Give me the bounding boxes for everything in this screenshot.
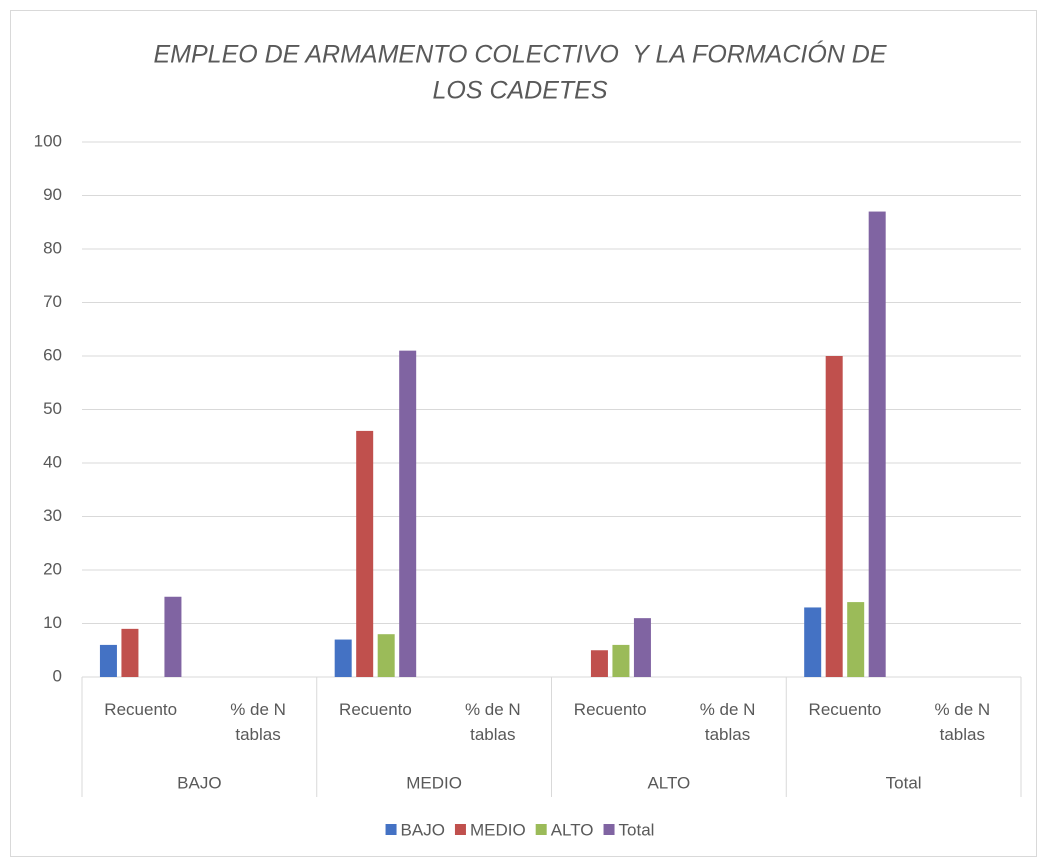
bar [99, 644, 117, 677]
group-label: Total [886, 773, 922, 792]
group-label: ALTO [647, 773, 690, 792]
bar [825, 356, 843, 677]
y-tick-label: 20 [43, 559, 62, 578]
y-tick-label: 40 [43, 452, 62, 471]
bar [164, 596, 182, 677]
bar [633, 618, 651, 677]
y-tick-label: 100 [34, 131, 62, 150]
bar [377, 634, 395, 677]
x-tick-label: % de N tablas [464, 700, 521, 744]
bar [590, 650, 608, 677]
group-label: BAJO [177, 773, 221, 792]
bar [356, 430, 374, 677]
legend-label: BAJO [401, 820, 445, 839]
bar [804, 607, 822, 677]
x-tick-label: % de N tablas [699, 700, 756, 744]
chart-title: LOS CADETES [432, 77, 607, 105]
y-tick-label: 70 [43, 292, 62, 311]
legend-swatch [603, 824, 615, 835]
x-tick-label: Recuento [573, 700, 647, 719]
legend-label: Total [619, 820, 655, 839]
chart-title: EMPLEO DE ARMAMENTO COLECTIVO Y LA FORMA… [153, 40, 886, 69]
x-tick-label: Recuento [808, 700, 882, 719]
legend-swatch [454, 824, 466, 835]
bar [847, 602, 865, 677]
y-tick-label: 80 [43, 238, 62, 257]
y-tick-label: 10 [43, 613, 62, 632]
y-tick-label: 90 [43, 185, 62, 204]
legend-label: MEDIO [470, 820, 526, 839]
group-label: MEDIO [406, 773, 462, 792]
y-tick-label: 0 [53, 666, 62, 685]
x-tick-label: Recuento [339, 700, 412, 719]
y-tick-label: 60 [43, 345, 62, 364]
chart-border [10, 10, 1037, 857]
legend-swatch [385, 824, 397, 835]
bar [334, 639, 352, 677]
y-tick-label: 30 [43, 506, 62, 525]
x-tick-label: % de N tablas [934, 700, 991, 744]
bar [868, 211, 886, 678]
legend-label: ALTO [551, 820, 594, 839]
bar [399, 350, 417, 677]
x-tick-label: Recuento [104, 700, 178, 719]
bar [121, 628, 139, 677]
y-tick-label: 50 [43, 399, 62, 418]
bar [612, 644, 630, 677]
x-tick-label: % de N tablas [230, 700, 286, 744]
legend-swatch [535, 824, 547, 835]
